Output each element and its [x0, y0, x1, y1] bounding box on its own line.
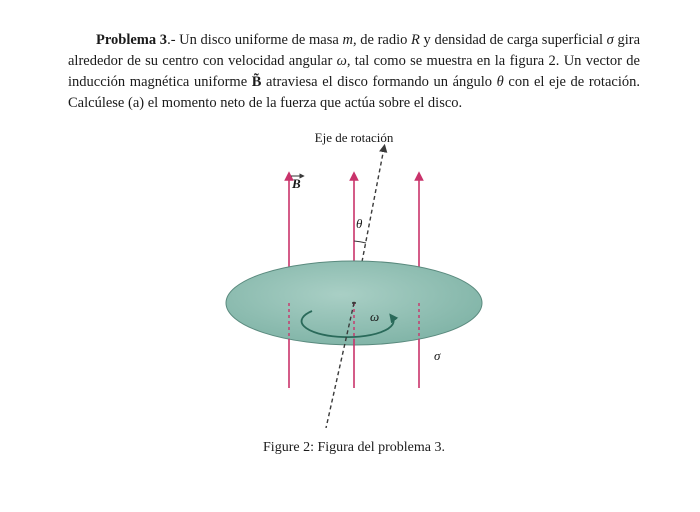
- figure-container: Eje de rotación Bθ ω σ Figure 2: Figura del…: [68, 128, 640, 456]
- svg-text:Eje de rotación: Eje de rotación: [315, 130, 394, 145]
- problem-statement: Problema 3.- Un disco uniforme de masa m…: [68, 30, 640, 114]
- problem-title: Problema 3: [96, 32, 167, 48]
- svg-text:σ: σ: [434, 348, 441, 363]
- svg-text:B: B: [291, 176, 301, 191]
- svg-text:θ: θ: [356, 216, 363, 231]
- figure-caption: Figure 2: Figura del problema 3.: [68, 440, 640, 456]
- physics-figure: Eje de rotación Bθ ω σ: [184, 128, 524, 428]
- document-page: Problema 3.- Un disco uniforme de masa m…: [0, 0, 700, 476]
- svg-text:ω: ω: [370, 309, 379, 324]
